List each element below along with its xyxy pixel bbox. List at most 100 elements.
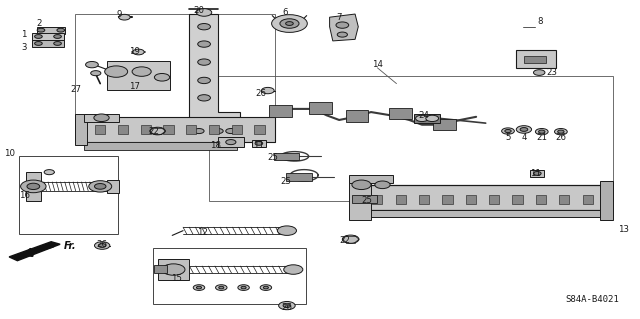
Text: Fr.: Fr.	[64, 241, 77, 251]
Circle shape	[271, 15, 307, 33]
Bar	[513, 195, 523, 204]
Circle shape	[86, 62, 99, 68]
Text: 17: 17	[129, 82, 140, 91]
Polygon shape	[84, 142, 237, 150]
Bar	[466, 195, 476, 204]
Circle shape	[502, 128, 515, 134]
Text: 4: 4	[521, 133, 527, 142]
Circle shape	[198, 24, 211, 30]
Circle shape	[198, 59, 211, 65]
Circle shape	[198, 95, 211, 101]
Circle shape	[375, 181, 390, 189]
Circle shape	[44, 170, 54, 175]
Circle shape	[89, 181, 112, 192]
Circle shape	[278, 301, 295, 310]
Circle shape	[118, 14, 130, 20]
Circle shape	[219, 286, 224, 289]
Bar	[536, 195, 546, 204]
Circle shape	[226, 129, 236, 134]
Circle shape	[198, 77, 211, 84]
Circle shape	[352, 180, 371, 189]
Circle shape	[426, 115, 438, 122]
Circle shape	[539, 130, 545, 133]
Polygon shape	[600, 181, 613, 219]
Circle shape	[196, 286, 202, 289]
Circle shape	[534, 70, 545, 75]
Polygon shape	[308, 102, 332, 114]
Text: 3: 3	[22, 43, 27, 52]
Polygon shape	[349, 177, 371, 219]
Polygon shape	[9, 242, 60, 261]
Circle shape	[534, 172, 541, 175]
Circle shape	[95, 183, 106, 189]
Circle shape	[342, 235, 359, 243]
Bar	[582, 195, 593, 204]
Polygon shape	[218, 137, 244, 147]
Polygon shape	[390, 108, 412, 119]
Circle shape	[54, 41, 61, 45]
Text: 21: 21	[536, 133, 547, 142]
Text: 26: 26	[556, 133, 566, 142]
Text: 23: 23	[546, 68, 557, 77]
Circle shape	[132, 67, 151, 76]
Text: 26: 26	[282, 303, 292, 312]
Text: 14: 14	[372, 60, 383, 69]
Circle shape	[105, 66, 127, 77]
Polygon shape	[433, 119, 456, 130]
Circle shape	[154, 73, 170, 81]
Circle shape	[27, 183, 40, 189]
Bar	[524, 56, 546, 63]
Circle shape	[35, 34, 42, 38]
Polygon shape	[154, 265, 167, 273]
Circle shape	[516, 126, 532, 133]
Text: 25: 25	[268, 153, 278, 162]
Circle shape	[213, 129, 223, 134]
Circle shape	[277, 226, 296, 235]
Polygon shape	[330, 14, 358, 41]
Text: S84A-B4021: S84A-B4021	[566, 295, 620, 304]
Polygon shape	[346, 110, 369, 122]
Circle shape	[194, 129, 204, 134]
Text: 8: 8	[537, 18, 543, 26]
Circle shape	[280, 19, 299, 28]
Bar	[489, 195, 499, 204]
Text: 2: 2	[36, 19, 42, 28]
Circle shape	[536, 129, 548, 135]
Polygon shape	[107, 62, 170, 90]
Circle shape	[99, 244, 106, 248]
Polygon shape	[269, 105, 292, 117]
Bar	[396, 195, 406, 204]
Bar	[209, 125, 219, 134]
Circle shape	[216, 285, 227, 290]
Bar	[141, 125, 151, 134]
Circle shape	[193, 285, 205, 290]
Text: 22: 22	[340, 236, 351, 245]
Text: 22: 22	[148, 127, 159, 136]
Circle shape	[162, 264, 185, 275]
Polygon shape	[84, 117, 275, 142]
Circle shape	[415, 115, 428, 122]
Circle shape	[241, 286, 246, 289]
Polygon shape	[26, 172, 41, 201]
Bar	[559, 195, 570, 204]
Text: 25: 25	[280, 177, 291, 186]
Text: 11: 11	[530, 169, 541, 178]
Circle shape	[336, 22, 349, 28]
Circle shape	[261, 87, 274, 94]
Text: 16: 16	[19, 191, 30, 200]
Circle shape	[20, 180, 46, 193]
Text: 10: 10	[4, 149, 15, 158]
Circle shape	[557, 130, 564, 133]
Circle shape	[94, 114, 109, 122]
Bar	[419, 195, 429, 204]
Circle shape	[132, 49, 144, 55]
Polygon shape	[157, 259, 189, 280]
Circle shape	[238, 285, 250, 290]
Bar	[531, 170, 544, 177]
Text: 18: 18	[211, 141, 221, 150]
Text: 19: 19	[129, 48, 140, 56]
Circle shape	[520, 128, 528, 131]
Bar	[19, 156, 118, 234]
Polygon shape	[352, 195, 378, 203]
Text: 7: 7	[337, 13, 342, 22]
